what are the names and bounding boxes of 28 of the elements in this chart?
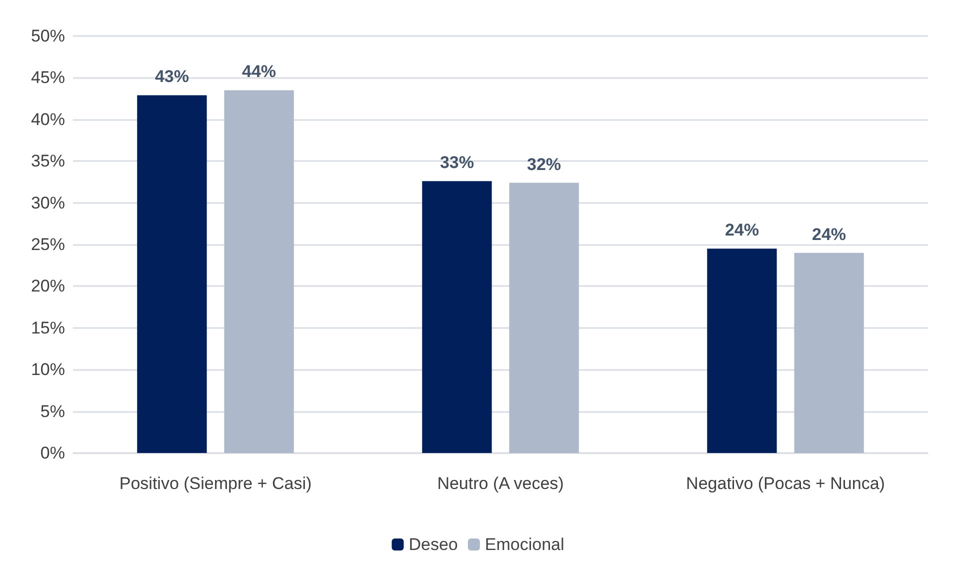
y-tick-label: 15% <box>30 318 65 338</box>
y-tick-label: 10% <box>30 360 65 380</box>
y-tick-label: 40% <box>30 110 65 129</box>
data-label: 24% <box>724 220 759 240</box>
y-tick-label: 45% <box>30 68 65 88</box>
legend-label: Deseo <box>408 535 458 554</box>
y-tick-label: 20% <box>30 276 65 296</box>
data-label: 43% <box>154 67 189 86</box>
y-tick-label: 25% <box>30 235 65 254</box>
data-label: 32% <box>527 154 562 174</box>
y-tick-label: 0% <box>40 444 65 462</box>
bar <box>707 248 777 453</box>
data-label: 44% <box>242 62 276 82</box>
y-tick-label: 5% <box>40 402 65 421</box>
y-tick-label: 50% <box>30 26 65 46</box>
bar <box>509 182 579 453</box>
legend-label: Emocional <box>484 535 564 554</box>
x-tick-label: Positivo (Siempre + Casi) <box>119 474 312 493</box>
bar <box>224 90 294 453</box>
y-tick-label: 35% <box>30 152 65 171</box>
x-tick-label: Neutro (A veces) <box>437 474 564 493</box>
bar <box>794 252 864 453</box>
bar <box>137 95 207 453</box>
y-tick-label: 30% <box>30 193 65 212</box>
data-label: 24% <box>812 224 846 244</box>
data-label: 33% <box>440 153 474 172</box>
x-tick-label: Negativo (Pocas + Nunca) <box>686 474 885 493</box>
bar <box>422 181 492 453</box>
